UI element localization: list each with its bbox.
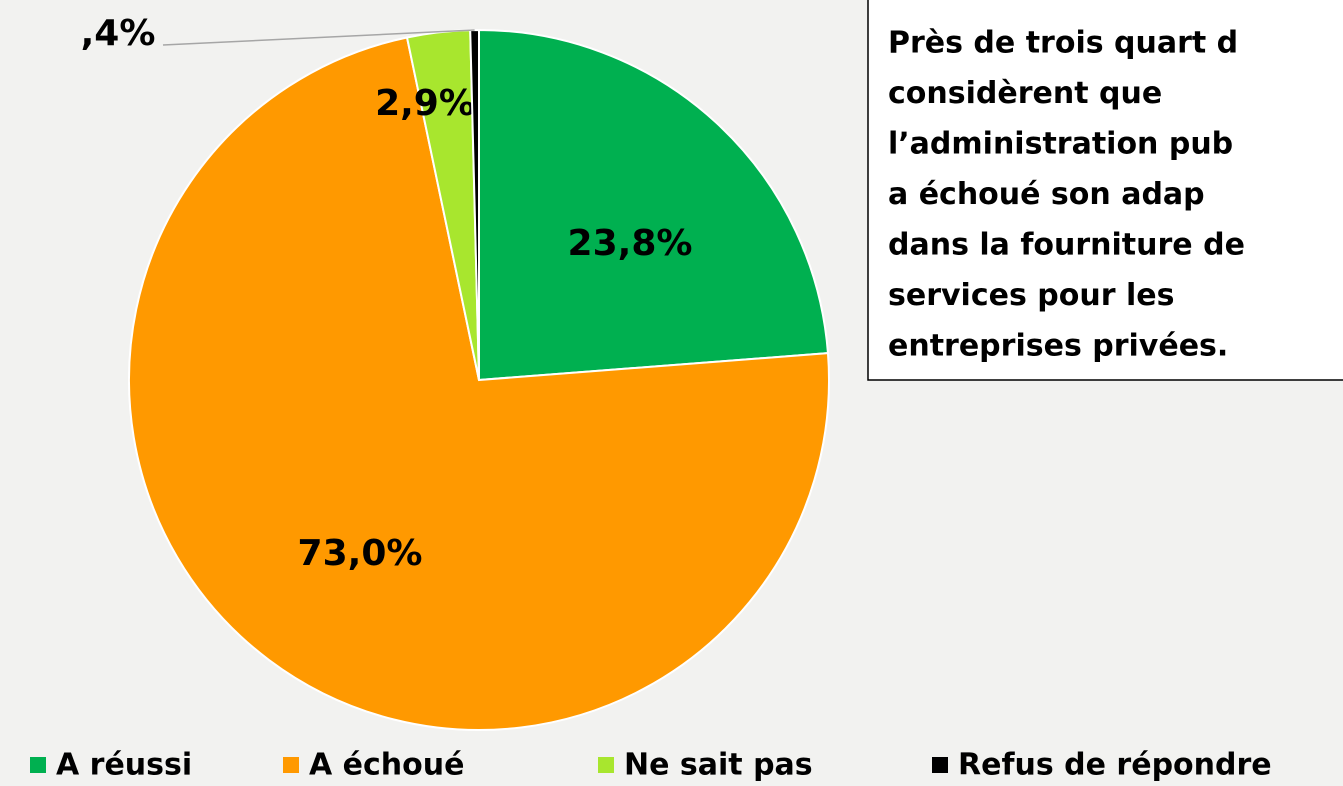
annotation-line: a échoué son adap	[888, 177, 1205, 212]
legend-label: Ne sait pas	[624, 748, 813, 783]
leader-line	[162, 29, 475, 46]
pie-slice	[478, 28, 830, 382]
annotation-line: Près de trois quart d	[888, 26, 1238, 61]
annotation-line: dans la fourniture de	[888, 228, 1245, 263]
legend-swatch	[598, 757, 614, 773]
annotation-box	[867, 0, 1343, 381]
data-label: ,4%	[81, 13, 156, 54]
annotation-line: l’administration pub	[888, 127, 1233, 162]
data-label: 73,0%	[298, 533, 423, 574]
annotation-line: considèrent que	[888, 76, 1162, 111]
legend-label: A échoué	[309, 748, 464, 783]
data-label: 23,8%	[568, 223, 693, 264]
legend-label: A réussi	[56, 748, 192, 783]
annotation-line: entreprises privées.	[888, 329, 1228, 364]
data-label: 2,9%	[375, 83, 475, 124]
pie-slice	[128, 36, 830, 731]
annotation-line: services pour les	[888, 278, 1174, 313]
legend-swatch	[30, 757, 46, 773]
legend-label: Refus de répondre	[958, 748, 1272, 783]
legend-swatch	[283, 757, 299, 773]
legend-swatch	[932, 757, 948, 773]
